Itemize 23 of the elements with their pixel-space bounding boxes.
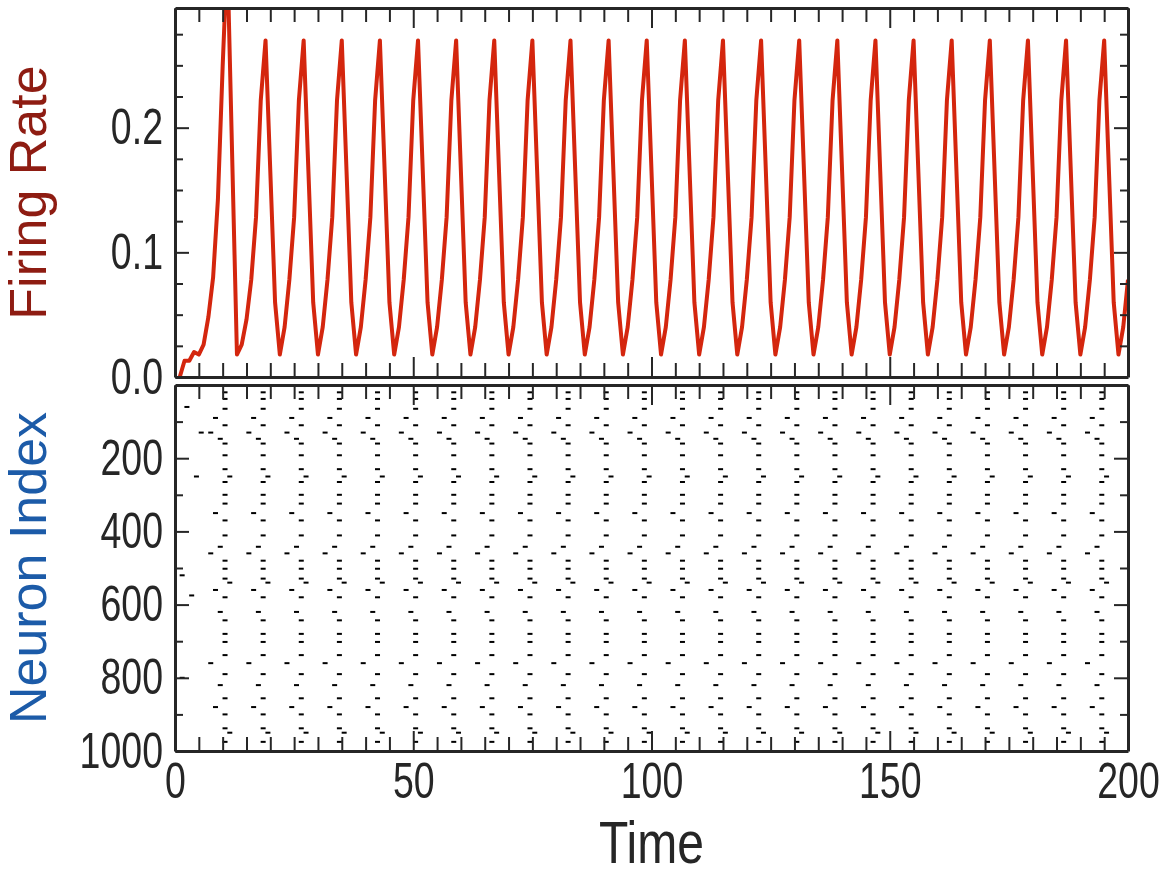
point [213, 588, 218, 591]
point [213, 512, 218, 515]
x-axis-title: Time [599, 808, 704, 875]
y-tick-label: 200 [100, 429, 163, 485]
x-tick-label: 100 [620, 753, 684, 809]
point [1085, 431, 1090, 434]
x-tick-label: 0 [165, 753, 186, 809]
y-tick-label: 600 [100, 575, 163, 632]
y-tick-label: 0.2 [110, 98, 163, 155]
x-tick-label: 150 [858, 753, 922, 809]
point [213, 706, 218, 709]
y-tick-label: 0.0 [110, 348, 163, 404]
point [1085, 662, 1090, 665]
y-tick-label: 0.1 [110, 223, 163, 280]
x-tick-label: 200 [1097, 753, 1160, 809]
point [1085, 552, 1090, 555]
y-axis-title: Firing Rate [0, 65, 57, 320]
x-tick-label: 50 [392, 753, 435, 809]
y-axis-title: Neuron Index [0, 411, 57, 725]
y-tick-label: 1000 [79, 722, 163, 778]
y-tick-label: 400 [100, 502, 163, 559]
point [213, 416, 218, 419]
y-tick-label: 800 [100, 649, 163, 705]
